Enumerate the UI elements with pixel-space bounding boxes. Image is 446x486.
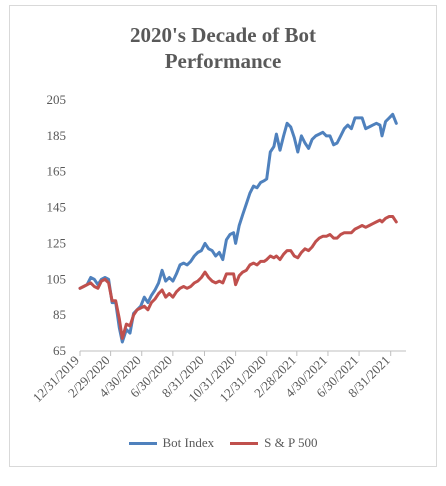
y-tick-label: 205 xyxy=(47,92,67,107)
chart-title-line-2: Performance xyxy=(164,49,282,73)
legend-swatch-sp500 xyxy=(230,441,259,445)
y-tick-label: 125 xyxy=(47,235,67,250)
y-tick-label: 145 xyxy=(47,200,67,215)
chart-legend: Bot Index S & P 500 xyxy=(0,435,446,451)
chart-title-line-1: 2020's Decade of Bot xyxy=(129,23,317,47)
series-line-sp500 xyxy=(78,215,398,340)
legend-item-sp500: S & P 500 xyxy=(230,435,317,451)
y-tick-label: 65 xyxy=(53,343,66,358)
y-tick-label: 105 xyxy=(47,271,67,286)
series-line-bot-index xyxy=(78,112,398,344)
y-tick-label: 85 xyxy=(53,307,66,322)
y-tick-label: 165 xyxy=(47,164,67,179)
legend-item-bot-index: Bot Index xyxy=(128,435,215,451)
chart-frame xyxy=(9,5,437,467)
legend-swatch-bot-index xyxy=(128,441,157,445)
legend-label-sp500: S & P 500 xyxy=(264,435,318,450)
chart-title: 2020's Decade of Bot Performance xyxy=(0,22,446,74)
legend-label-bot-index: Bot Index xyxy=(162,435,215,450)
y-tick-label: 185 xyxy=(47,128,67,143)
